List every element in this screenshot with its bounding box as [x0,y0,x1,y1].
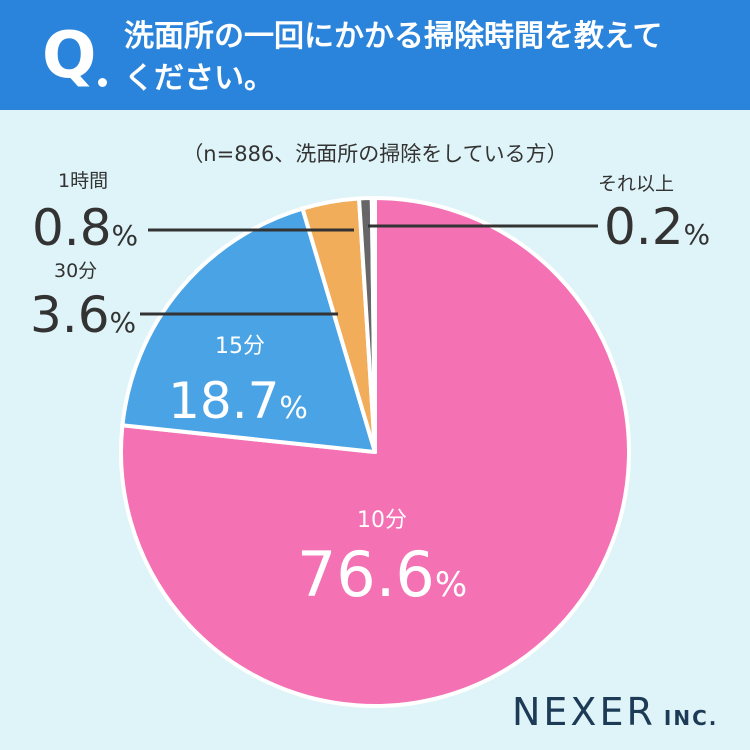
pie-slice-15min [120,206,377,454]
label-category-1hour: 1時間 [58,170,108,192]
value-15min: 18.7 [168,372,279,430]
unit-1hour: % [112,219,139,252]
unit-more: % [684,218,711,251]
label-value-15min: 18.7% [168,372,308,430]
label-category-15min: 15分 [215,334,265,359]
logo-wordmark: NEXER [512,690,656,734]
label-category-30min: 30分 [54,260,97,282]
leader-lines [140,224,598,316]
label-value-10min: 76.6% [297,538,467,611]
value-more: 0.2 [604,198,684,256]
pie-slices [119,195,631,708]
sample-note: （n=886、洗面所の掃除をしている方） [182,142,568,166]
unit-15min: % [279,391,308,426]
logo-suffix: INC. [663,706,719,730]
question-line-2: ください。 [124,61,274,96]
label-category-more: それ以上 [598,173,674,195]
label-value-30min: 3.6% [30,286,136,344]
value-30min: 3.6 [30,286,110,344]
question-text: 洗面所の一回にかかる掃除時間を教えて ください。 [124,16,724,100]
label-value-1hour: 0.8% [32,199,138,257]
nexer-logo: NEXER INC. [512,690,718,734]
pie-slice-10min [119,196,631,708]
label-value-more: 0.2% [604,198,710,256]
unit-10min: % [435,565,467,605]
value-10min: 76.6 [297,538,435,611]
q-mark: Q [42,19,97,93]
q-dot [98,78,107,87]
question-banner: Q 洗面所の一回にかかる掃除時間を教えて ください。 [0,0,750,110]
value-1hour: 0.8 [32,199,112,257]
label-category-10min: 10分 [357,508,407,533]
pie-slice-more [369,195,377,454]
question-line-1: 洗面所の一回にかかる掃除時間を教えて [124,19,663,54]
unit-30min: % [110,306,137,339]
